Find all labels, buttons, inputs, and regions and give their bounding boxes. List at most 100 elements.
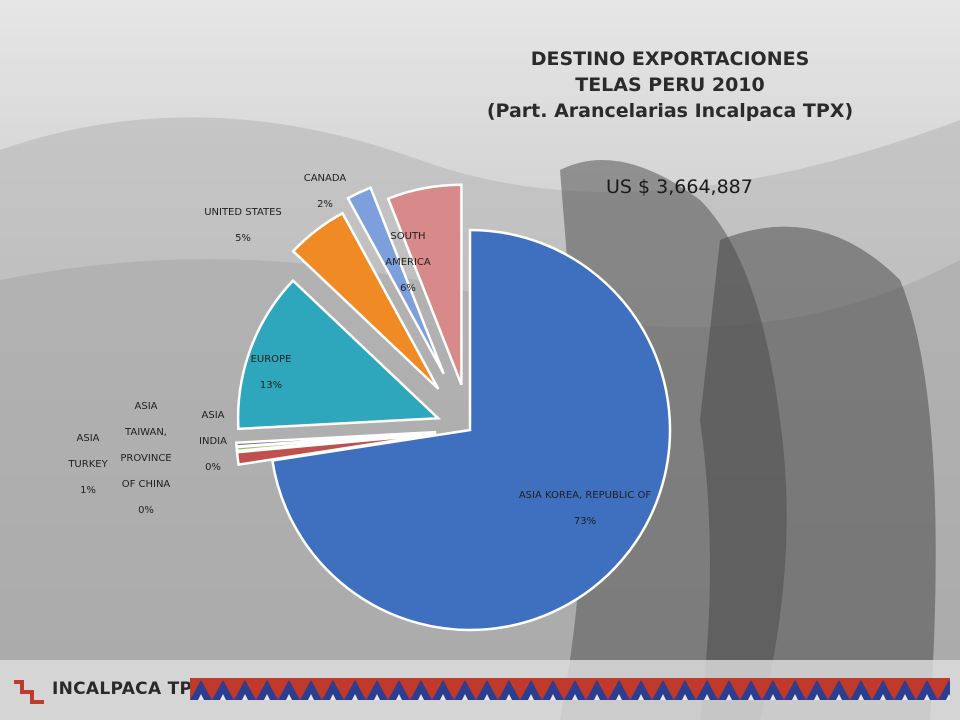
incalpaca-logo-icon <box>14 680 44 704</box>
slice-label-line: PROVINCE <box>120 453 172 464</box>
chart-title: DESTINO EXPORTACIONES <box>530 48 810 70</box>
band-triangle <box>740 680 762 700</box>
total-value: US $ 3,664,887 <box>606 176 753 198</box>
band-triangle <box>630 680 652 700</box>
slice-label-name: ASIA KOREA, REPUBLIC OF <box>518 490 652 501</box>
band-triangle <box>432 680 454 700</box>
band-accent <box>946 694 950 700</box>
band-accent <box>242 694 248 700</box>
band-triangle <box>564 680 586 700</box>
pie-slice-europe <box>236 278 442 431</box>
slice-label-name: EUROPE <box>250 354 292 365</box>
band-accent <box>660 694 666 700</box>
slice-label-pct: 13% <box>259 380 283 391</box>
footer-logo: INCALPACA TPX <box>12 672 206 706</box>
band-triangle <box>366 680 388 700</box>
slice-label-pct: 0% <box>205 462 221 473</box>
slice-label-india: ASIA INDIA 0% <box>190 396 236 487</box>
band-accent <box>704 694 710 700</box>
band-accent <box>396 694 402 700</box>
slice-label-line: TURKEY <box>68 459 108 470</box>
band-triangle <box>784 680 806 700</box>
pie-slices <box>235 183 672 632</box>
band-accent <box>770 694 776 700</box>
band-triangle <box>916 680 938 700</box>
band-accent <box>814 694 820 700</box>
pie-slice-united-states <box>291 211 440 390</box>
slice-label-south-america: SOUTH AMERICA 6% <box>372 217 444 308</box>
band-accent <box>484 694 490 700</box>
slice-label-pct: 73% <box>573 516 597 527</box>
band-triangle <box>696 680 718 700</box>
band-triangle <box>938 680 950 700</box>
slice-label-line: AMERICA <box>385 257 431 268</box>
band-triangle <box>674 680 696 700</box>
pie-slice-asia-korea-republic-of <box>270 228 672 632</box>
band-triangle <box>212 680 234 700</box>
band-accent <box>220 694 226 700</box>
band-accent <box>528 694 534 700</box>
band-triangle <box>234 680 256 700</box>
band-accent <box>902 694 908 700</box>
band-accent <box>594 694 600 700</box>
slice-label-line: OF CHINA <box>121 479 171 490</box>
band-accent <box>792 694 798 700</box>
band-triangle <box>652 680 674 700</box>
band-accent <box>572 694 578 700</box>
band-accent <box>418 694 424 700</box>
band-triangle <box>718 680 740 700</box>
band-triangle <box>300 680 322 700</box>
band-triangle <box>256 680 278 700</box>
band-accent <box>748 694 754 700</box>
slice-label-canada: CANADA 2% <box>294 159 356 224</box>
slice-label-pct: 2% <box>317 199 333 210</box>
band-accent <box>440 694 446 700</box>
slice-label-pct: 6% <box>400 283 416 294</box>
band-accent <box>198 694 204 700</box>
band-accent <box>682 694 688 700</box>
band-accent <box>308 694 314 700</box>
slice-label-pct: 1% <box>80 485 96 496</box>
band-accent <box>330 694 336 700</box>
band-triangle <box>322 680 344 700</box>
chart-subtitle-2: (Part. Arancelarias Incalpaca TPX) <box>486 100 854 122</box>
slice-label-name: CANADA <box>303 173 347 184</box>
band-accent <box>858 694 864 700</box>
slice-label-line: ASIA <box>76 433 100 444</box>
slice-label-pct: 0% <box>138 505 154 516</box>
slice-label-line: TAIWAN, <box>125 427 167 438</box>
band-triangle <box>520 680 542 700</box>
band-triangle <box>872 680 894 700</box>
band-triangle <box>476 680 498 700</box>
decorative-band <box>190 678 950 700</box>
band-triangle <box>388 680 410 700</box>
pie-slice-asia-turkey <box>235 432 437 467</box>
pie-slice-asia-india <box>235 430 437 448</box>
slice-label-pct: 5% <box>235 233 251 244</box>
band-accent <box>880 694 886 700</box>
slice-label-line: SOUTH <box>390 231 426 242</box>
band-accent <box>352 694 358 700</box>
band-triangle <box>608 680 630 700</box>
band-triangle <box>828 680 850 700</box>
band-accent <box>924 694 930 700</box>
chart-title-block: DESTINO EXPORTACIONES TELAS PERU 2010 (P… <box>460 46 880 124</box>
slice-label-line: INDIA <box>199 436 227 447</box>
band-triangle <box>344 680 366 700</box>
band-triangle <box>542 680 564 700</box>
slice-label-taiwan: ASIA TAIWAN, PROVINCE OF CHINA 0% <box>110 387 182 530</box>
band-accent <box>374 694 380 700</box>
band-triangle <box>454 680 476 700</box>
band-triangle <box>410 680 432 700</box>
slice-label-turkey: ASIA TURKEY 1% <box>58 419 118 510</box>
band-accent <box>550 694 556 700</box>
band-triangle <box>190 680 212 700</box>
slice-label-korea: ASIA KOREA, REPUBLIC OF 73% <box>500 476 670 541</box>
band-triangle <box>850 680 872 700</box>
band-triangle <box>806 680 828 700</box>
band-accent <box>506 694 512 700</box>
band-accent <box>638 694 644 700</box>
pie-slice-south-america <box>386 183 463 386</box>
band-triangle <box>278 680 300 700</box>
